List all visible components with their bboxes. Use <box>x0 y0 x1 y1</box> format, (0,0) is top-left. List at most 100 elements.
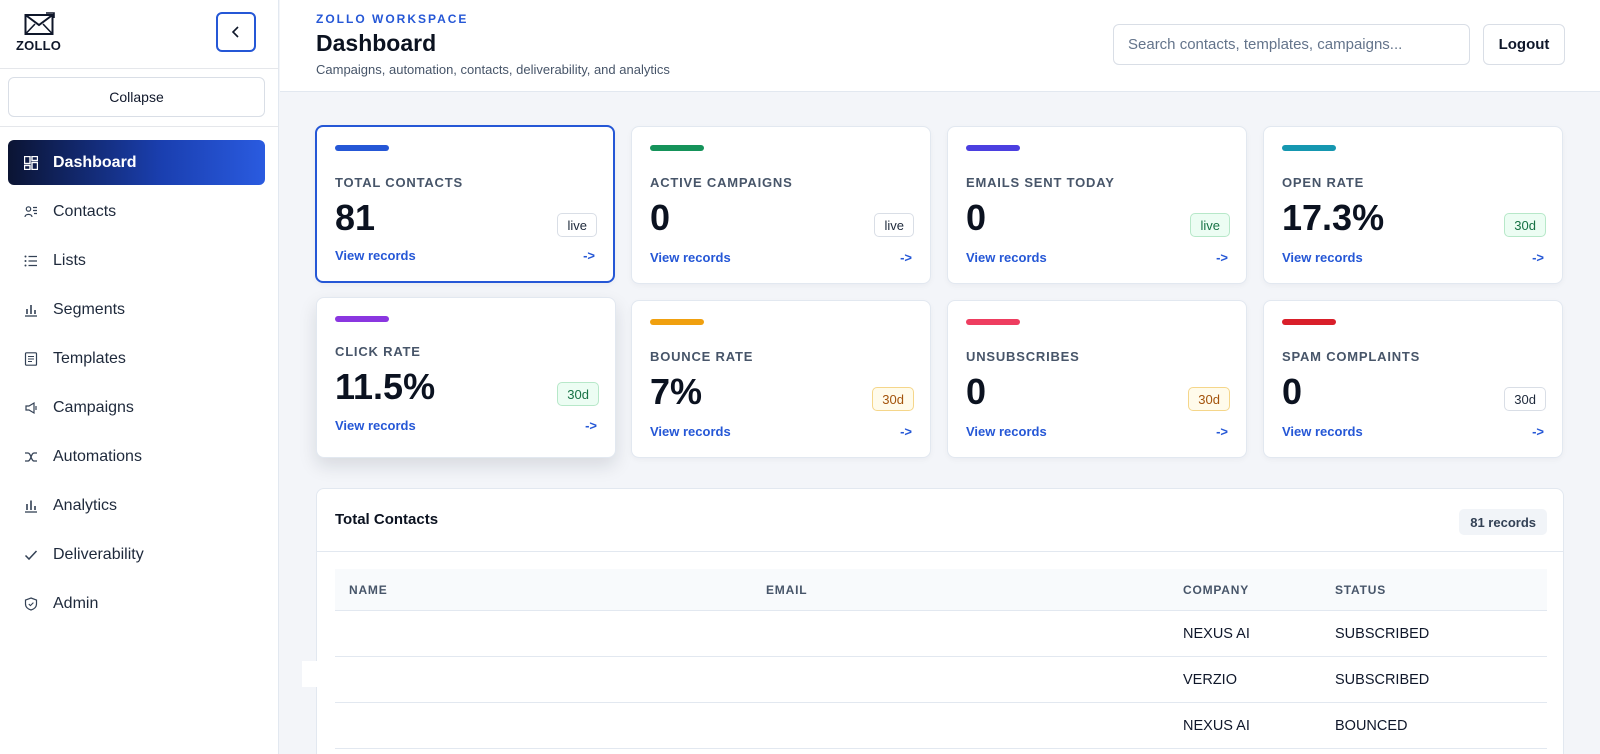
sidebar-item-automations[interactable]: Automations <box>8 434 265 479</box>
card-accent-bar <box>650 145 704 151</box>
sidebar-divider <box>0 68 279 69</box>
sidebar-item-campaigns[interactable]: Campaigns <box>8 385 265 430</box>
chevron-left-icon <box>231 26 239 38</box>
status-badge: live <box>1190 213 1230 237</box>
sidebar-item-dashboard[interactable]: Dashboard <box>8 140 265 185</box>
top-header: ZOLLO WORKSPACE Dashboard Campaigns, aut… <box>280 0 1600 92</box>
stat-label: BOUNCE RATE <box>650 349 754 364</box>
stat-label: ACTIVE CAMPAIGNS <box>650 175 793 190</box>
stat-card-spam-complaints[interactable]: SPAM COMPLAINTS 0 30d View records -> <box>1263 300 1563 458</box>
logout-button[interactable]: Logout <box>1483 24 1565 65</box>
view-records-link[interactable]: View records <box>650 250 731 265</box>
bar-chart-icon <box>24 303 38 317</box>
arrow-icon[interactable]: -> <box>900 250 912 265</box>
view-records-link[interactable]: View records <box>1282 424 1363 439</box>
stat-value: 0 <box>1282 371 1303 412</box>
records-panel: Total Contacts 81 records NAME EMAIL COM… <box>316 488 1564 754</box>
column-header-name[interactable]: NAME <box>349 583 388 597</box>
stat-card-emails-sent-today[interactable]: EMAILS SENT TODAY 0 live View records -> <box>947 126 1247 284</box>
records-count-badge: 81 records <box>1459 509 1547 535</box>
sidebar-item-lists[interactable]: Lists <box>8 238 265 283</box>
stat-label: EMAILS SENT TODAY <box>966 175 1115 190</box>
cell-status: SUBSCRIBED <box>1335 672 1430 688</box>
stat-card-open-rate[interactable]: OPEN RATE 17.3% 30d View records -> <box>1263 126 1563 284</box>
arrow-icon[interactable]: -> <box>1216 250 1228 265</box>
view-records-link[interactable]: View records <box>335 418 416 433</box>
card-accent-bar <box>966 145 1020 151</box>
view-records-link[interactable]: View records <box>966 250 1047 265</box>
arrow-icon[interactable]: -> <box>1532 250 1544 265</box>
status-badge: 30d <box>1188 387 1230 411</box>
panel-divider <box>317 551 1563 552</box>
stat-card-unsubscribes[interactable]: UNSUBSCRIBES 0 30d View records -> <box>947 300 1247 458</box>
arrow-icon[interactable]: -> <box>1532 424 1544 439</box>
card-accent-bar <box>1282 319 1336 325</box>
arrow-icon[interactable]: -> <box>900 424 912 439</box>
stat-value: 0 <box>966 371 987 412</box>
sidebar-item-admin[interactable]: Admin <box>8 581 265 626</box>
cell-company: VERZIO <box>1183 672 1237 688</box>
table-row[interactable]: NEXUS AI SUBSCRIBED <box>335 611 1547 657</box>
panel-edge-tab <box>302 661 318 687</box>
column-header-status[interactable]: STATUS <box>1335 583 1387 597</box>
sidebar-item-analytics[interactable]: Analytics <box>8 483 265 528</box>
collapse-button[interactable]: Collapse <box>8 77 265 117</box>
status-badge: 30d <box>872 387 914 411</box>
table-header: NAME EMAIL COMPANY STATUS <box>335 569 1547 611</box>
arrow-icon[interactable]: -> <box>585 418 597 433</box>
megaphone-icon <box>24 401 38 415</box>
stat-card-total-contacts[interactable]: TOTAL CONTACTS 81 live View records -> <box>315 125 615 283</box>
table-row[interactable]: NEXUS AI BOUNCED <box>335 703 1547 749</box>
stat-label: SPAM COMPLAINTS <box>1282 349 1421 364</box>
stat-label: TOTAL CONTACTS <box>335 175 463 190</box>
page-subtitle: Campaigns, automation, contacts, deliver… <box>316 62 670 77</box>
sidebar-item-label: Analytics <box>53 496 118 514</box>
sidebar-item-segments[interactable]: Segments <box>8 287 265 332</box>
status-badge: live <box>557 213 597 237</box>
stat-label: UNSUBSCRIBES <box>966 349 1080 364</box>
stat-card-active-campaigns[interactable]: ACTIVE CAMPAIGNS 0 live View records -> <box>631 126 931 284</box>
column-header-email[interactable]: EMAIL <box>766 583 808 597</box>
contacts-table: NAME EMAIL COMPANY STATUS NEXUS AI SUBSC… <box>335 569 1547 749</box>
envelope-icon <box>24 12 55 35</box>
card-accent-bar <box>1282 145 1336 151</box>
document-icon <box>24 351 38 366</box>
column-header-company[interactable]: COMPANY <box>1183 583 1250 597</box>
sidebar: ZOLLO Collapse Dashboard Contacts Lists <box>0 0 279 754</box>
brand-logo[interactable]: ZOLLO <box>16 12 66 53</box>
table-row[interactable]: VERZIO SUBSCRIBED <box>335 657 1547 703</box>
view-records-link[interactable]: View records <box>966 424 1047 439</box>
stat-label: CLICK RATE <box>335 344 421 359</box>
sidebar-item-label: Deliverability <box>53 545 144 563</box>
cell-company: NEXUS AI <box>1183 718 1250 734</box>
arrow-icon[interactable]: -> <box>1216 424 1228 439</box>
nav-divider <box>0 126 279 127</box>
sidebar-item-templates[interactable]: Templates <box>8 336 265 381</box>
cell-status: BOUNCED <box>1335 718 1408 734</box>
stat-card-bounce-rate[interactable]: BOUNCE RATE 7% 30d View records -> <box>631 300 931 458</box>
users-icon <box>24 205 38 219</box>
stat-value: 0 <box>966 197 987 238</box>
sidebar-item-label: Campaigns <box>53 398 134 416</box>
sidebar-item-label: Admin <box>53 594 99 612</box>
view-records-link[interactable]: View records <box>650 424 731 439</box>
sidebar-toggle-button[interactable] <box>216 12 256 52</box>
view-records-link[interactable]: View records <box>1282 250 1363 265</box>
stat-value: 7% <box>650 371 703 412</box>
branch-icon <box>24 450 38 464</box>
status-badge: 30d <box>557 382 599 406</box>
sidebar-item-label: Segments <box>53 300 126 318</box>
view-records-link[interactable]: View records <box>335 248 416 263</box>
stat-card-click-rate[interactable]: CLICK RATE 11.5% 30d View records -> <box>316 297 616 458</box>
card-accent-bar <box>650 319 704 325</box>
search-input[interactable] <box>1113 24 1470 65</box>
panel-title: Total Contacts <box>335 511 439 528</box>
page-title: Dashboard <box>316 30 437 56</box>
sidebar-item-deliverability[interactable]: Deliverability <box>8 532 265 577</box>
arrow-icon[interactable]: -> <box>583 248 595 263</box>
workspace-label: ZOLLO WORKSPACE <box>316 12 469 26</box>
cell-company: NEXUS AI <box>1183 626 1250 642</box>
sidebar-item-contacts[interactable]: Contacts <box>8 189 265 234</box>
sidebar-item-label: Templates <box>53 349 126 367</box>
shield-icon <box>24 596 38 611</box>
